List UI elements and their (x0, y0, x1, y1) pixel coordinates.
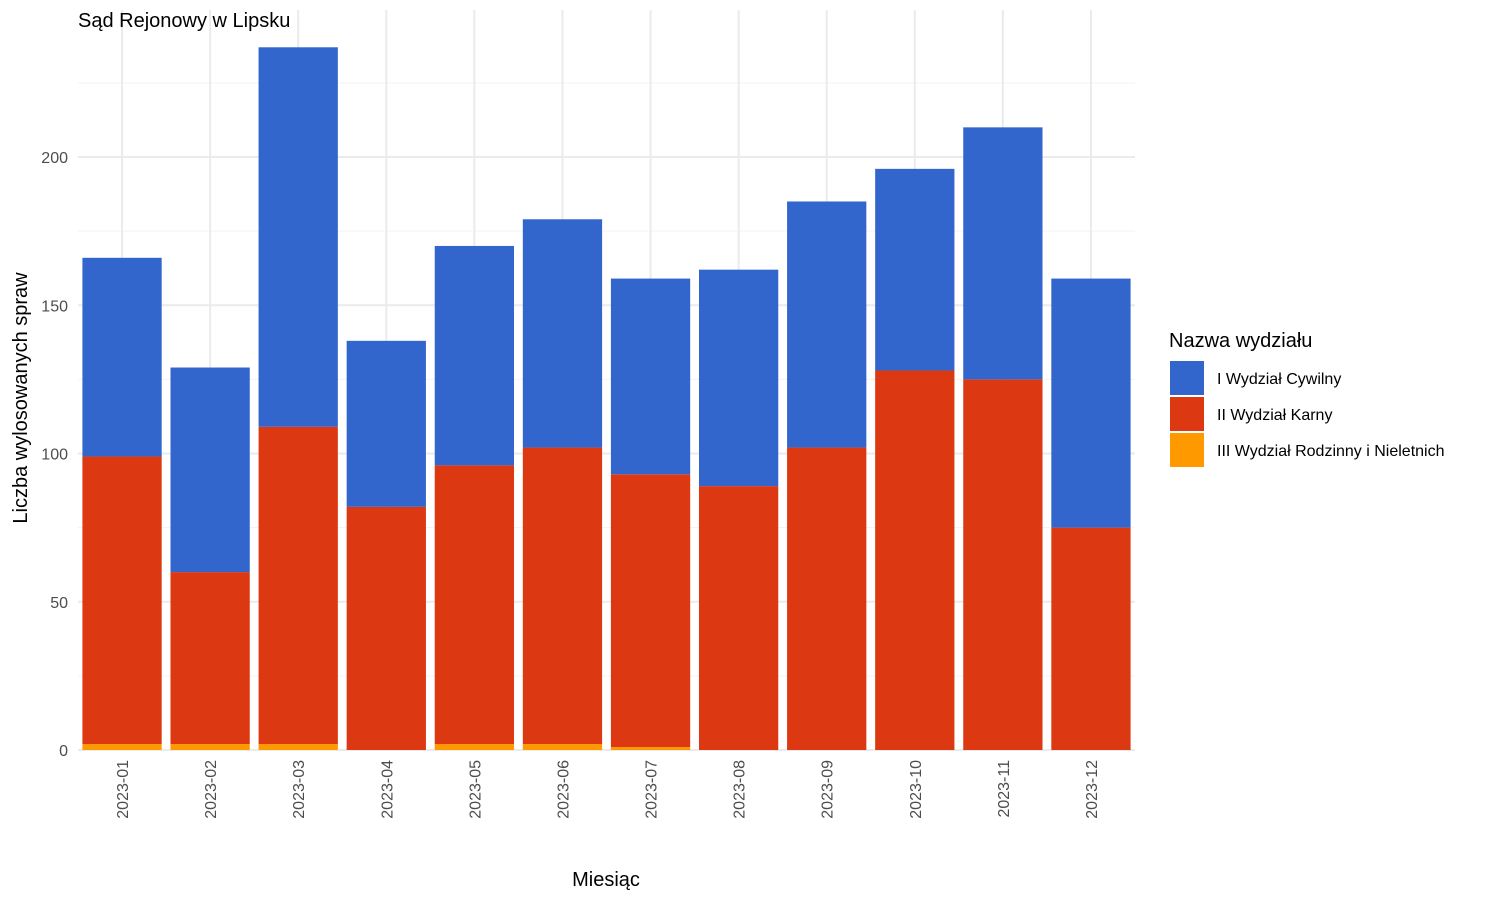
x-axis-label: Miesiąc (572, 869, 640, 891)
bar-segment-2023-04-series-1 (346, 506, 426, 750)
bar-segment-2023-09-series-1 (787, 447, 867, 750)
x-tick-label: 2023-07 (644, 760, 661, 819)
x-tick-label: 2023-02 (203, 760, 220, 819)
legend-label-2: III Wydział Rodzinny i Nieletnich (1217, 443, 1445, 460)
bar-segment-2023-06-series-0 (522, 744, 603, 750)
bar-segment-2023-02-series-0 (170, 744, 250, 750)
legend-label-1: II Wydział Karny (1217, 407, 1332, 424)
bars (82, 47, 1131, 750)
bar-segment-2023-04-series-2 (346, 340, 426, 507)
x-tick-label: 2023-09 (820, 760, 837, 819)
bar-segment-2023-05-series-0 (434, 744, 515, 750)
bar-segment-2023-11-series-2 (963, 127, 1043, 380)
bar-segment-2023-10-series-2 (875, 168, 955, 371)
bar-segment-2023-06-series-1 (522, 447, 603, 745)
bar-segment-2023-03-series-2 (258, 47, 338, 427)
bar-segment-2023-10-series-1 (875, 370, 955, 750)
legend-swatch-0 (1170, 361, 1204, 395)
y-axis-label: Liczba wylosowanych spraw (10, 272, 32, 524)
legend-swatch-1 (1170, 397, 1204, 431)
bar-segment-2023-06-series-2 (522, 219, 603, 448)
bar-segment-2023-01-series-2 (82, 257, 162, 457)
y-tick-label: 100 (41, 447, 68, 464)
bar-segment-2023-03-series-1 (258, 426, 338, 745)
x-tick-label: 2023-05 (467, 760, 484, 819)
x-tick-label: 2023-08 (732, 760, 749, 819)
bar-segment-2023-07-series-2 (610, 278, 691, 475)
bar-segment-2023-03-series-0 (258, 744, 338, 750)
y-tick-label: 150 (41, 298, 68, 315)
legend-label-0: I Wydział Cywilny (1217, 371, 1341, 388)
y-tick-label: 200 (41, 150, 68, 167)
x-tick-label: 2023-12 (1084, 760, 1101, 819)
legend: Nazwa wydziału I Wydział Cywilny II Wydzi… (1169, 330, 1445, 467)
x-tick-label: 2023-10 (908, 760, 925, 819)
bar-segment-2023-05-series-1 (434, 465, 515, 745)
bar-segment-2023-01-series-1 (82, 456, 162, 745)
bar-segment-2023-12-series-2 (1051, 278, 1131, 528)
x-tick-label: 2023-11 (996, 760, 1013, 818)
bar-segment-2023-12-series-1 (1051, 527, 1131, 750)
x-tick-label: 2023-04 (379, 760, 396, 819)
chart-title: Sąd Rejonowy w Lipsku (78, 10, 290, 32)
axes: 0 50 100 150 200 2023-01 2023-02 2023-03 2023-04… (41, 150, 1101, 819)
bar-segment-2023-08-series-1 (698, 486, 779, 750)
legend-swatch-2 (1170, 433, 1204, 467)
bar-segment-2023-07-series-1 (610, 474, 691, 748)
bar-segment-2023-05-series-2 (434, 245, 515, 466)
bar-segment-2023-08-series-2 (698, 269, 779, 487)
bar-segment-2023-11-series-1 (963, 379, 1043, 750)
bar-segment-2023-07-series-0 (610, 747, 691, 750)
bar-segment-2023-01-series-0 (82, 744, 162, 750)
x-tick-label: 2023-03 (291, 760, 308, 819)
legend-title: Nazwa wydziału (1169, 330, 1312, 352)
bar-segment-2023-02-series-2 (170, 367, 250, 573)
x-tick-label: 2023-01 (115, 760, 132, 819)
bar-segment-2023-09-series-2 (787, 201, 867, 448)
y-tick-label: 50 (50, 595, 68, 612)
x-tick-label: 2023-06 (555, 760, 572, 819)
y-tick-label: 0 (59, 743, 68, 760)
bar-segment-2023-02-series-1 (170, 572, 250, 745)
